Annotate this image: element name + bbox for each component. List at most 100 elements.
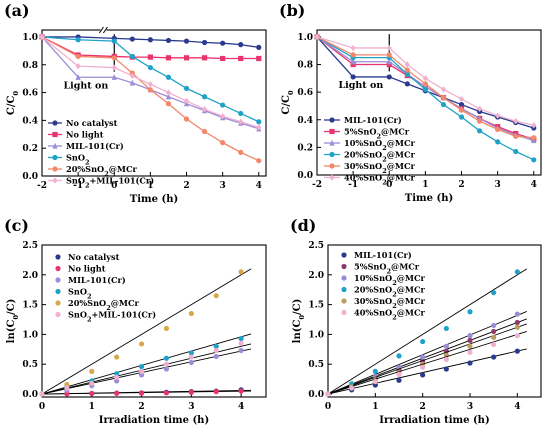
data-point — [147, 37, 153, 43]
data-point — [39, 391, 45, 397]
legend-label: 20%SnO2@MCr — [354, 285, 425, 299]
data-point — [256, 119, 262, 125]
data-point — [114, 390, 120, 396]
data-point — [467, 333, 473, 339]
data-point — [238, 269, 244, 275]
data-point — [39, 33, 45, 41]
series-0 — [39, 34, 262, 50]
data-point — [114, 354, 120, 360]
legend-marker — [52, 166, 58, 172]
data-point — [183, 97, 190, 105]
series-0 — [39, 387, 252, 397]
data-point — [75, 37, 81, 43]
x-tick-label: -2 — [312, 180, 322, 190]
fit-line — [327, 268, 528, 395]
data-point — [350, 61, 356, 68]
data-point — [201, 39, 208, 46]
data-point — [440, 95, 447, 101]
data-point — [467, 343, 473, 349]
legend-label: MIL-101(Cr) — [344, 115, 402, 125]
y-tick-label: 2.5 — [308, 241, 324, 251]
data-point — [238, 110, 244, 117]
legend-marker — [55, 254, 61, 260]
data-point — [420, 372, 426, 378]
data-point — [491, 334, 497, 340]
x-tick-label: -1 — [73, 181, 83, 191]
plot-frame — [41, 29, 267, 177]
x-tick-label: 3 — [188, 402, 194, 412]
series-4 — [39, 268, 252, 397]
data-point — [372, 368, 378, 374]
legend-marker — [55, 311, 61, 318]
fit-line — [41, 348, 252, 395]
data-point — [514, 333, 520, 339]
x-axis-title: Irradiation time (h) — [379, 415, 489, 426]
data-point — [114, 371, 120, 377]
data-point — [491, 328, 497, 335]
data-point — [513, 118, 519, 125]
data-point — [325, 391, 331, 397]
data-point — [114, 374, 120, 380]
x-tick-label: 3 — [220, 181, 226, 191]
data-point — [458, 114, 465, 120]
series-3 — [325, 268, 528, 397]
data-point — [476, 105, 483, 112]
legend-label: 10%SnO2@MCr — [344, 138, 415, 152]
y-tick-label: 1.0 — [22, 33, 38, 43]
legend-marker — [52, 154, 58, 161]
y-tick-label: 2.0 — [308, 271, 324, 281]
fit-line — [327, 331, 527, 395]
data-point — [147, 64, 153, 71]
data-point — [111, 64, 117, 71]
data-point — [422, 81, 428, 87]
series-5 — [39, 340, 252, 397]
legend-marker — [52, 131, 58, 138]
legend-label: SnO2+MIL-101(Cr) — [68, 310, 156, 324]
data-point — [188, 359, 194, 366]
data-point — [188, 389, 194, 395]
data-point — [256, 124, 262, 131]
data-point — [495, 112, 501, 119]
data-point — [491, 322, 497, 329]
legend: MIL-101(Cr) 5%SnO2@MCr10%SnO2@MCr20%SnO2@… — [324, 115, 415, 187]
data-point — [495, 139, 501, 145]
data-point — [138, 364, 145, 370]
y-axis-title: ln(C0/C) — [6, 299, 20, 344]
data-point — [443, 343, 449, 349]
legend-label: No catalyst — [68, 252, 120, 262]
data-point — [404, 81, 410, 87]
y-tick-label: 0.6 — [297, 88, 313, 98]
y-tick-label: 2.5 — [22, 241, 38, 251]
legend-marker — [341, 309, 347, 316]
data-point — [350, 58, 356, 65]
data-point — [129, 36, 135, 42]
data-point — [238, 347, 244, 354]
data-point — [396, 353, 402, 359]
y-tick-label: 1.0 — [22, 330, 38, 340]
data-point — [514, 324, 520, 330]
data-point — [183, 55, 190, 61]
data-point — [129, 79, 135, 86]
data-point — [213, 347, 219, 354]
data-point — [491, 354, 497, 360]
data-point — [238, 118, 244, 125]
legend-marker — [341, 286, 347, 293]
legend-label: MIL-101(Cr) — [354, 250, 412, 260]
data-point — [183, 85, 190, 91]
x-tick-label: 3 — [495, 180, 501, 190]
x-tick-label: 4 — [514, 402, 520, 412]
legend-marker — [341, 252, 347, 258]
data-point — [422, 86, 428, 92]
legend-label: SnO2+MIL-101(Cr) — [66, 176, 154, 190]
data-point — [220, 140, 226, 146]
y-tick-label: 2.0 — [22, 271, 38, 281]
data-point — [514, 348, 520, 354]
fit-line — [41, 390, 252, 395]
data-point — [111, 74, 117, 80]
series-5 — [314, 33, 537, 129]
series-3 — [39, 34, 262, 125]
legend-marker — [55, 265, 61, 272]
legend-label: 10%SnO2@MCr — [354, 273, 425, 287]
